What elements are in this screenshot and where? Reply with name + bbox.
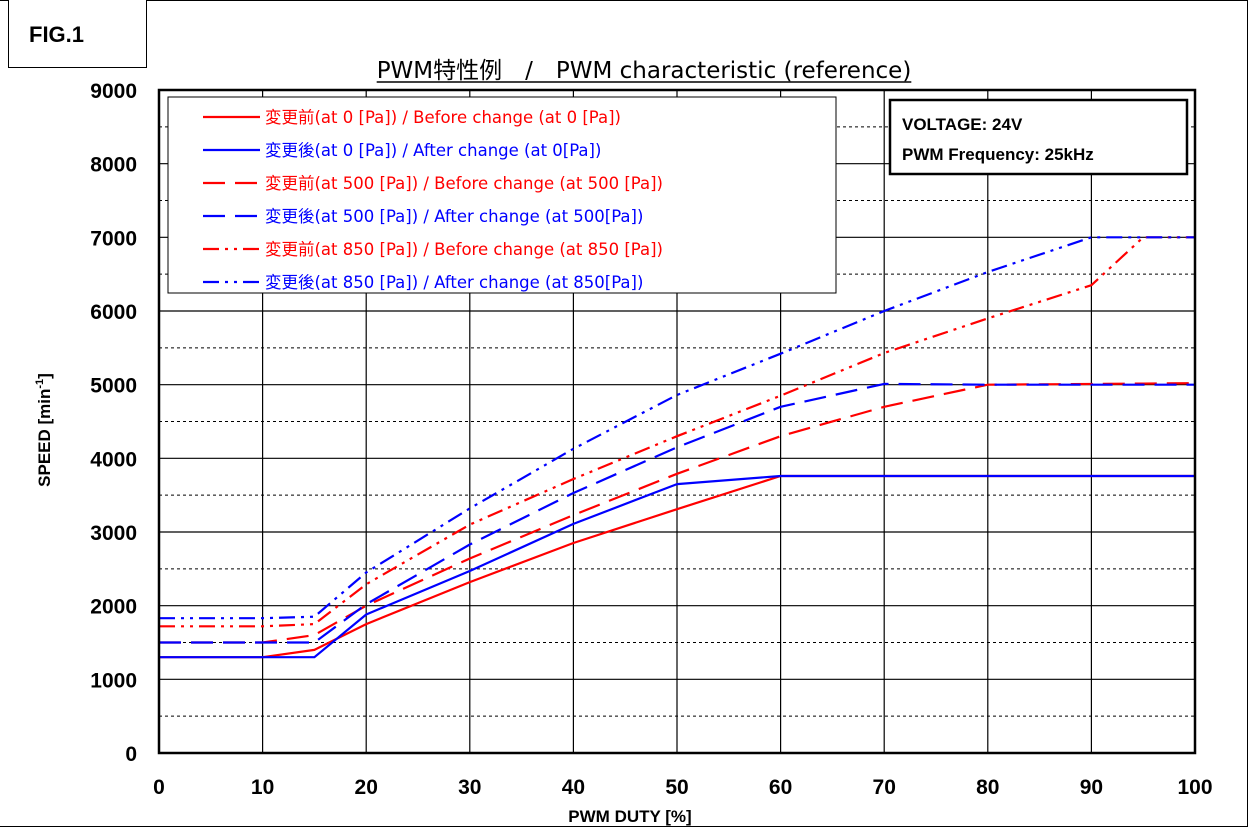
x-tick-label: 0 <box>153 776 165 799</box>
x-axis-title: PWM DUTY [%] <box>568 807 691 826</box>
legend-label: 変更前(at 500 [Pa]) / Before change (at 500… <box>265 174 663 193</box>
legend-label: 変更後(at 850 [Pa]) / After change (at 850[… <box>265 273 643 292</box>
y-axis-title: SPEED [min-1] <box>34 373 54 487</box>
y-tick-label: 2000 <box>90 596 137 619</box>
legend-label: 変更前(at 0 [Pa]) / Before change (at 0 [Pa… <box>265 108 621 127</box>
y-tick-label: 6000 <box>90 301 137 324</box>
y-tick-label: 1000 <box>90 669 137 692</box>
chart-title: PWM特性例 / PWM characteristic (reference) <box>377 58 912 84</box>
series-line-6 <box>159 236 1195 620</box>
legend-label: 変更前(at 850 [Pa]) / Before change (at 850… <box>265 240 663 259</box>
x-tick-label: 30 <box>458 776 481 799</box>
plot-border <box>157 88 1197 755</box>
x-tick-label: 40 <box>562 776 585 799</box>
condition-annotation: VOLTAGE: 24V PWM Frequency: 25kHz <box>888 98 1189 176</box>
x-tick-label: 80 <box>976 776 999 799</box>
series-line-1 <box>159 474 1195 659</box>
x-tick-label: 100 <box>1177 776 1212 799</box>
y-tick-label: 4000 <box>90 448 137 471</box>
y-axis-ticks: 0 1000 2000 3000 4000 5000 6000 7000 8000 9000 <box>90 80 137 766</box>
y-tick-label: 9000 <box>90 80 137 103</box>
x-tick-label: 20 <box>355 776 378 799</box>
x-tick-label: 90 <box>1080 776 1103 799</box>
y-tick-label: 0 <box>125 743 137 766</box>
x-tick-label: 70 <box>873 776 896 799</box>
series-line-5 <box>159 236 1195 628</box>
series-line-4 <box>159 382 1195 644</box>
figure-label-box: FIG.1 <box>8 0 147 68</box>
x-tick-label: 60 <box>769 776 792 799</box>
voltage-annotation: VOLTAGE: 24V <box>902 115 1023 134</box>
condition-box <box>888 98 1189 176</box>
series-line-2 <box>159 474 1195 659</box>
x-tick-label: 10 <box>251 776 274 799</box>
y-tick-label: 3000 <box>90 522 137 545</box>
x-tick-label: 50 <box>665 776 688 799</box>
x-axis-ticks: 0 10 20 30 40 50 60 70 80 90 100 <box>153 776 1212 799</box>
legend: 変更前(at 0 [Pa]) / Before change (at 0 [Pa… <box>167 96 837 294</box>
series-line-3 <box>159 382 1196 644</box>
series-layer <box>159 236 1196 659</box>
frequency-annotation: PWM Frequency: 25kHz <box>902 145 1094 164</box>
legend-box <box>167 96 837 294</box>
legend-label: 変更後(at 500 [Pa]) / After change (at 500[… <box>265 207 643 226</box>
figure-label: FIG.1 <box>29 22 85 47</box>
legend-label: 変更後(at 0 [Pa]) / After change (at 0[Pa]) <box>265 141 601 160</box>
y-tick-label: 7000 <box>90 227 137 250</box>
y-tick-label: 8000 <box>90 154 137 177</box>
y-tick-label: 5000 <box>90 375 137 398</box>
